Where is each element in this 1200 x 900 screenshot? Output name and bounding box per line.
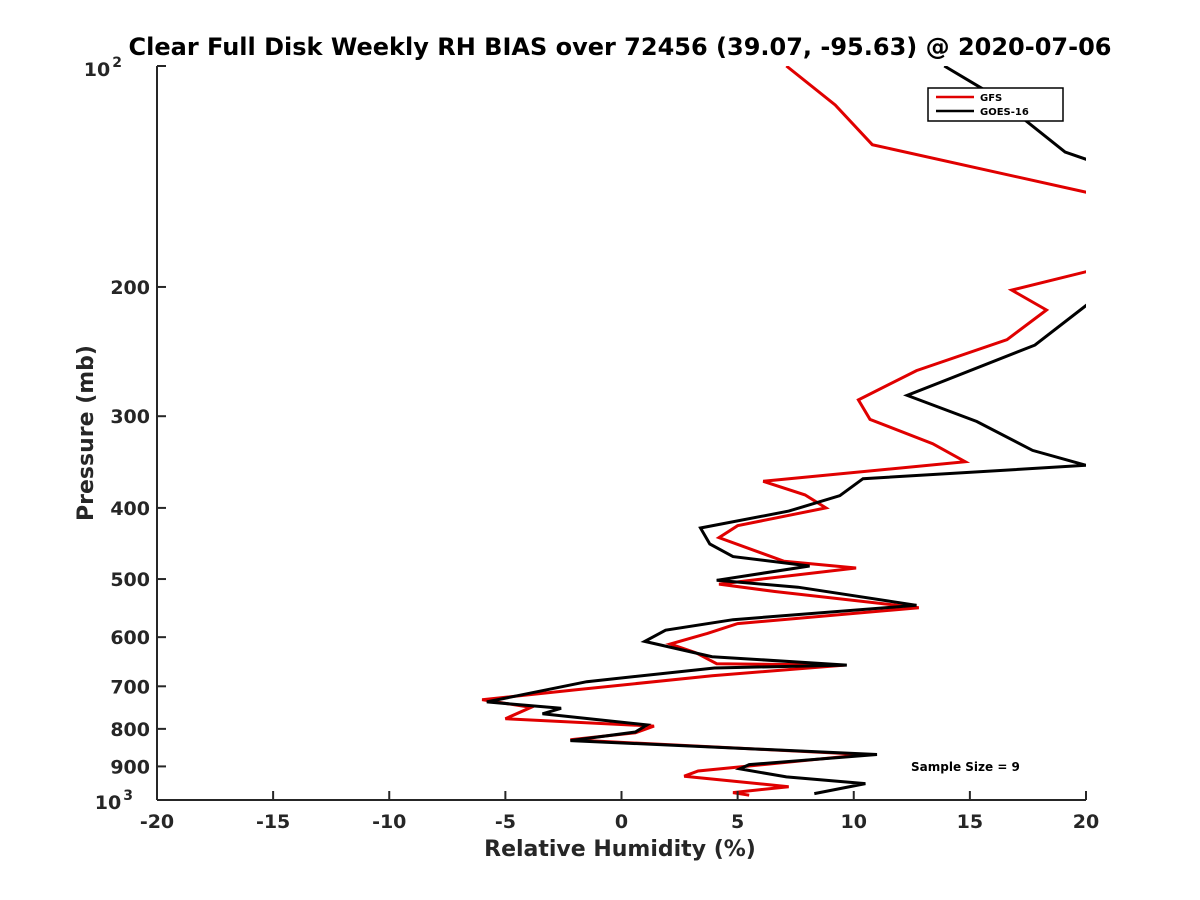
x-axis-label: Relative Humidity (%) xyxy=(484,837,756,862)
y-tick-label: 900 xyxy=(110,756,150,778)
x-tick-label: -20 xyxy=(140,811,174,833)
y-bottom-base: 10 xyxy=(95,792,121,814)
series-layer xyxy=(481,66,1086,797)
legend-label-goes16: GOES-16 xyxy=(980,107,1029,118)
x-tick-label: -15 xyxy=(256,811,290,833)
y-tick-label: 500 xyxy=(110,569,150,591)
series-line-gfs xyxy=(481,66,1086,797)
x-tick-label: -5 xyxy=(495,811,516,833)
y-tick-label: 800 xyxy=(110,719,150,741)
x-tick-label: 15 xyxy=(957,811,983,833)
y-tick-label: 300 xyxy=(110,406,150,428)
x-tick-label: 5 xyxy=(731,811,744,833)
y-tick-label: 600 xyxy=(110,627,150,649)
x-tick-label: -10 xyxy=(372,811,406,833)
y-top-base: 10 xyxy=(84,59,110,81)
y-top-exp: 2 xyxy=(112,55,122,71)
legend: GFS GOES-16 xyxy=(927,87,1064,122)
sample-size-annotation: Sample Size = 9 xyxy=(911,760,1020,774)
y-axis-ticks: 200 300 400 500 600 700 800 900 xyxy=(110,65,166,801)
y-bottom-exp: 3 xyxy=(123,788,133,804)
x-axis-ticks: -20 -15 -10 -5 0 5 10 15 20 xyxy=(140,791,1099,833)
x-tick-label: 10 xyxy=(841,811,867,833)
x-tick-label: 20 xyxy=(1073,811,1099,833)
chart-title: Clear Full Disk Weekly RH BIAS over 7245… xyxy=(129,33,1112,61)
y-tick-label-top: 10 2 xyxy=(84,55,122,81)
y-tick-label: 700 xyxy=(110,676,150,698)
y-axis-label: Pressure (mb) xyxy=(74,345,99,521)
x-tick-label: 0 xyxy=(615,811,628,833)
series-line-goes-16 xyxy=(486,66,1086,796)
y-tick-label: 200 xyxy=(110,277,150,299)
y-tick-label: 400 xyxy=(110,498,150,520)
y-tick-label-bottom: 10 3 xyxy=(95,788,133,814)
legend-box xyxy=(927,87,1064,122)
legend-label-gfs: GFS xyxy=(980,93,1002,104)
